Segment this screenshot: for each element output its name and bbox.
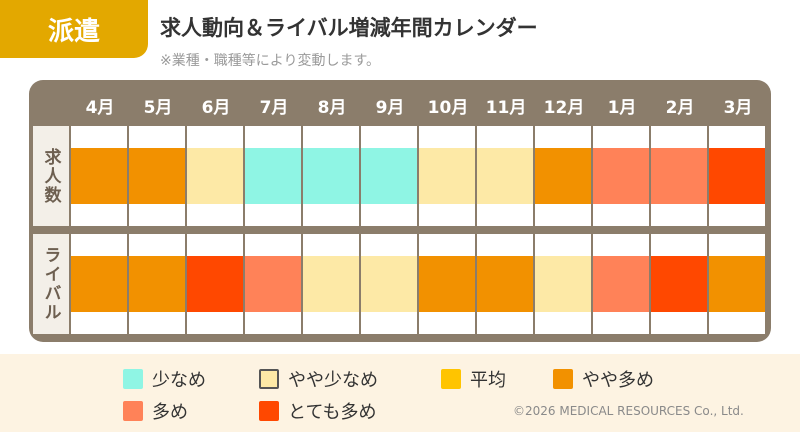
heatmap-cell <box>71 148 127 204</box>
heatmap-cell <box>651 148 707 204</box>
month-label: 4月 <box>85 97 115 118</box>
heatmap-cell <box>361 256 417 312</box>
legend-item: やや少なめ <box>259 366 378 392</box>
heatmap-cell <box>71 256 127 312</box>
legend-label: とても多め <box>288 402 377 423</box>
legend-item: 平均 <box>441 366 506 392</box>
heatmap-cell <box>245 148 301 204</box>
legend-swatch <box>123 401 143 421</box>
heatmap-cell <box>187 148 243 204</box>
legend-label: 平均 <box>470 370 506 391</box>
legend-label: 多め <box>152 402 188 423</box>
legend-swatch <box>259 369 279 389</box>
month-label: 11月 <box>485 97 527 118</box>
legend-label: 少なめ <box>152 370 206 391</box>
heatmap-cell <box>477 148 533 204</box>
copyright: ©2026 MEDICAL RESOURCES Co., Ltd. <box>513 404 744 418</box>
month-label: 9月 <box>375 97 405 118</box>
heatmap-cell <box>535 148 591 204</box>
month-label: 10月 <box>427 97 469 118</box>
heatmap-cell <box>303 256 359 312</box>
heatmap-cell <box>419 148 475 204</box>
category-tag: 派遣 <box>0 0 148 58</box>
month-label: 5月 <box>143 97 173 118</box>
heatmap-cell <box>129 148 185 204</box>
legend-swatch <box>441 369 461 389</box>
month-label: 8月 <box>317 97 347 118</box>
month-label: 6月 <box>201 97 231 118</box>
legend-swatch <box>259 401 279 421</box>
heatmap-cell <box>245 256 301 312</box>
heatmap-cell <box>651 256 707 312</box>
row-label-jobs: 求人数 <box>33 126 69 226</box>
legend-swatch <box>553 369 573 389</box>
legend-item: やや多め <box>553 366 654 392</box>
month-label: 1月 <box>607 97 637 118</box>
page-title: 求人動向＆ライバル増減年間カレンダー <box>160 16 538 40</box>
footnote: ※業種・職種等により変動します。 <box>160 53 381 69</box>
legend-label: やや多め <box>582 370 654 391</box>
row-label-rivals: ライバル <box>33 234 69 334</box>
heatmap-cell <box>129 256 185 312</box>
legend-item: 少なめ <box>123 366 206 392</box>
month-label: 3月 <box>723 97 753 118</box>
heatmap-cell <box>187 256 243 312</box>
month-label: 2月 <box>665 97 695 118</box>
month-label: 7月 <box>259 97 289 118</box>
legend-swatch <box>123 369 143 389</box>
heatmap-cell <box>535 256 591 312</box>
heatmap-cell <box>361 148 417 204</box>
heatmap-cell <box>303 148 359 204</box>
heatmap-cell <box>593 148 649 204</box>
heatmap-cell <box>593 256 649 312</box>
legend-label: やや少なめ <box>288 370 378 391</box>
month-label: 12月 <box>543 97 585 118</box>
heatmap-cell <box>709 256 765 312</box>
heatmap-cell <box>477 256 533 312</box>
heatmap-cell <box>419 256 475 312</box>
legend-item: とても多め <box>259 398 377 424</box>
heatmap-cell <box>709 148 765 204</box>
legend-item: 多め <box>123 398 188 424</box>
legend-area <box>0 354 800 432</box>
